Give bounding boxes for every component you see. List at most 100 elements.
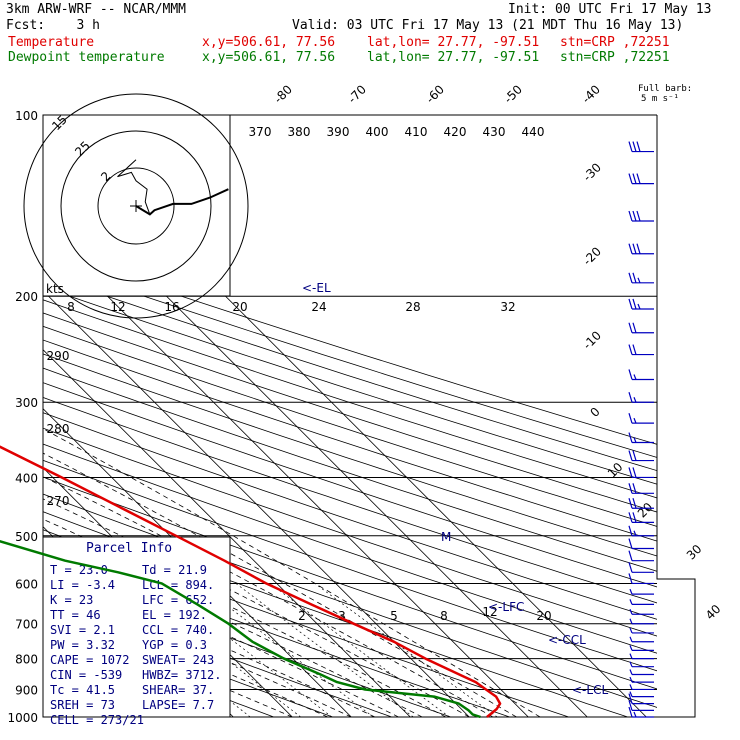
wind-barb bbox=[628, 550, 633, 561]
theta-label: 430 bbox=[483, 125, 506, 139]
isotherm-label: -30 bbox=[580, 160, 604, 184]
wind-barb bbox=[628, 243, 633, 254]
moist-adiabat-line bbox=[43, 452, 517, 717]
wind-barb bbox=[628, 693, 633, 704]
speed-axis-label: 12 bbox=[110, 300, 125, 314]
isotherm-label: -60 bbox=[423, 82, 447, 106]
pressure-tick-label: 300 bbox=[15, 396, 38, 410]
wind-barb bbox=[629, 669, 633, 675]
parcel-info-left: PW = 3.32 bbox=[50, 638, 115, 652]
parcel-info-right: HWBZ= 3712. bbox=[142, 668, 221, 682]
wind-barb bbox=[632, 450, 637, 461]
dry-adiabat-line bbox=[43, 325, 657, 527]
wind-barb bbox=[628, 272, 633, 283]
dry-adiabat-line bbox=[43, 412, 657, 620]
wind-barb bbox=[628, 210, 633, 222]
wind-barb bbox=[629, 599, 633, 605]
wind-barb bbox=[633, 417, 637, 424]
wind-barb bbox=[632, 467, 637, 478]
wind-barbs bbox=[628, 141, 654, 718]
parcel-info-title: Parcel Info bbox=[86, 541, 172, 556]
wind-barb bbox=[628, 322, 633, 333]
temperature-legend: Temperature bbox=[8, 35, 95, 50]
speed-axis-label: 20 bbox=[232, 300, 247, 314]
parcel-info-left: SVI = 2.1 bbox=[50, 623, 115, 637]
wind-barb bbox=[632, 173, 637, 184]
dry-adiabat-line bbox=[43, 249, 657, 445]
mixing-ratio-line bbox=[314, 583, 498, 717]
wind-barb bbox=[628, 483, 633, 494]
isotherm-label: 0 bbox=[588, 405, 603, 420]
wind-barb bbox=[633, 711, 637, 718]
parcel-info-left: K = 23 bbox=[50, 593, 93, 607]
speed-axis-label: 28 bbox=[405, 300, 420, 314]
dewpoint-profile bbox=[0, 540, 481, 719]
wind-barb bbox=[629, 636, 633, 643]
wind-barb bbox=[628, 369, 633, 380]
theta-label: 410 bbox=[405, 125, 428, 139]
model-title: 3km ARW-WRF -- NCAR/MMM bbox=[6, 2, 187, 17]
wind-barb bbox=[628, 173, 633, 184]
wind-barb bbox=[628, 538, 633, 549]
parcel-info-left: TT = 46 bbox=[50, 608, 101, 622]
parcel-info-left: T = 23.0 bbox=[50, 563, 108, 577]
dewpoint-xy: x,y=506.61, 77.56 bbox=[202, 50, 336, 65]
pressure-tick-label: 1000 bbox=[7, 711, 38, 725]
wind-barb bbox=[633, 374, 637, 380]
dry-adiabat-line bbox=[43, 493, 657, 708]
wind-barb bbox=[632, 483, 637, 494]
parcel-info-left: Tc = 41.5 bbox=[50, 683, 115, 697]
parcel-info-box: Parcel Info T = 23.0 Td = 21.9 LI = -3.4 LCL… bbox=[42, 536, 231, 727]
pressure-tick-label: 600 bbox=[15, 577, 38, 591]
wind-barb bbox=[637, 303, 641, 310]
theta-label: 380 bbox=[288, 125, 311, 139]
isotherm-label: -70 bbox=[345, 82, 369, 106]
wind-barb bbox=[632, 498, 637, 509]
wind-barb bbox=[628, 344, 633, 355]
wind-barb bbox=[628, 562, 633, 573]
dry-adiabat-line bbox=[43, 443, 657, 654]
parcel-info-right: LFC = 652. bbox=[142, 593, 214, 607]
parcel-info-right: SWEAT= 243 bbox=[142, 653, 214, 667]
wind-barb bbox=[636, 210, 641, 222]
wind-barb bbox=[628, 573, 633, 584]
wind-barb bbox=[636, 243, 641, 254]
wind-barb bbox=[629, 645, 633, 651]
hodograph-ring bbox=[97, 167, 175, 245]
right-pane-border bbox=[656, 115, 696, 718]
pressure-tick-label: 100 bbox=[15, 109, 38, 123]
mixing-ratio-label: 3 bbox=[338, 609, 346, 623]
wind-barb bbox=[632, 210, 637, 222]
parcel-info-left: CAPE = 1072 bbox=[50, 653, 129, 667]
dewpoint-legend: Dewpoint temperature bbox=[8, 50, 165, 65]
wind-barb bbox=[629, 609, 633, 615]
wind-barb bbox=[633, 437, 637, 443]
wind-barb bbox=[628, 432, 633, 443]
isotherm-label: 30 bbox=[684, 542, 705, 563]
isotherm-label: -80 bbox=[271, 82, 295, 106]
dry-adiabat-line bbox=[43, 427, 657, 637]
wind-barb bbox=[632, 243, 637, 254]
temperature-xy: x,y=506.61, 77.56 bbox=[202, 35, 336, 50]
theta-label: 270 bbox=[47, 494, 70, 508]
parcel-info-right: LCL = 894. bbox=[142, 578, 214, 592]
parcel-info-right: SHEAR= 37. bbox=[142, 683, 214, 697]
parcel-info-left: CELL = 273/21 bbox=[50, 713, 144, 727]
theta-label: 290 bbox=[47, 349, 70, 363]
mixing-ratio-label: 12 bbox=[482, 605, 497, 619]
mixing-ratio-label: 5 bbox=[390, 609, 398, 623]
dry-adiabat-line bbox=[43, 339, 657, 542]
dewpoint-station: stn=CRP ,72251 bbox=[560, 50, 670, 65]
dry-adiabat-line bbox=[43, 299, 657, 499]
pressure-tick-label: 900 bbox=[15, 683, 38, 697]
hodograph-ring bbox=[23, 93, 249, 319]
isotherm-line bbox=[43, 290, 470, 717]
wind-barb bbox=[629, 691, 633, 697]
moist-adiabat-line bbox=[43, 595, 328, 717]
wind-barb bbox=[632, 344, 637, 355]
theta-label: 370 bbox=[249, 125, 272, 139]
wind-barb bbox=[628, 298, 633, 310]
